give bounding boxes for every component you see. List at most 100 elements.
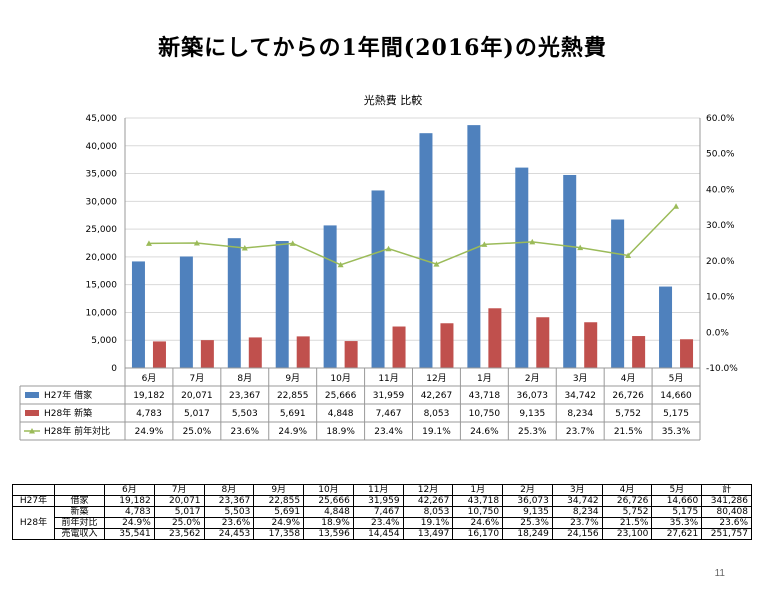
summary-cell: 8,053 (402, 506, 454, 518)
bar-h28 (344, 341, 358, 368)
bar-h28 (536, 317, 550, 368)
x-tick-label: 7月 (190, 373, 205, 384)
data-label: 24.6% (470, 427, 499, 437)
ratio-marker (577, 244, 584, 251)
summary-cell: 17,358 (253, 528, 305, 540)
data-label: 23.7% (566, 427, 595, 437)
y-tick-right: 10.0% (706, 293, 735, 303)
legend-key (29, 428, 35, 434)
data-label: 24.9% (278, 427, 307, 437)
x-tick-label: 12月 (426, 373, 446, 384)
data-label: 18.9% (326, 427, 355, 437)
summary-cell: 24.6% (452, 517, 504, 529)
summary-cell: 25.0% (153, 517, 205, 529)
y-tick-left: 20,000 (86, 253, 118, 263)
summary-cell: 20,071 (153, 495, 205, 507)
data-label: 5,691 (280, 409, 306, 419)
y-tick-left: 35,000 (86, 170, 118, 180)
summary-cell: 5,503 (203, 506, 255, 518)
bar-h27 (371, 190, 385, 368)
summary-cell: 23,367 (203, 495, 255, 507)
summary-row-label: 売電収入 (54, 528, 105, 540)
data-label: 4,783 (136, 409, 162, 419)
bar-h27 (131, 261, 145, 368)
y-tick-left: 15,000 (86, 281, 118, 291)
data-label: 8,234 (567, 409, 593, 419)
summary-row-ratio: 前年対比 24.9% 25.0% 23.6% 24.9% 18.9% 23.4%… (13, 517, 752, 529)
y-tick-right: 20.0% (706, 257, 735, 267)
data-label: 8,053 (424, 409, 450, 419)
summary-cell: 35,541 (104, 528, 155, 540)
legend-label: H27年 借家 (44, 389, 92, 401)
y-tick-left: 45,000 (86, 114, 118, 124)
summary-cell: 31,959 (352, 495, 404, 507)
summary-cell: 36,073 (502, 495, 553, 507)
y-tick-left: 5,000 (91, 336, 117, 346)
summary-row-sales: 売電収入 35,541 23,562 24,453 17,358 13,596 … (13, 528, 752, 540)
summary-header: 計 (701, 484, 752, 496)
data-label: 5,017 (184, 409, 210, 419)
summary-header: 5月 (651, 484, 703, 496)
x-tick-label: 11月 (378, 373, 398, 384)
summary-cell: 24.9% (253, 517, 305, 529)
data-label: 4,848 (328, 409, 354, 419)
data-label: 26,726 (612, 391, 644, 401)
page-number: 11 (714, 568, 725, 579)
data-label: 36,073 (517, 391, 549, 401)
y-tick-right: 40.0% (706, 185, 735, 195)
y-tick-left: 30,000 (86, 197, 118, 207)
bar-h28 (152, 341, 166, 368)
summary-cell: 80,408 (701, 506, 752, 518)
legend-key (25, 392, 39, 398)
summary-cell: 7,467 (352, 506, 404, 518)
ratio-marker (481, 241, 488, 247)
summary-cell: 25,666 (303, 495, 354, 507)
y-tick-right: 60.0% (706, 114, 735, 124)
summary-cell: 23.7% (551, 517, 603, 529)
summary-header: 6月 (104, 484, 155, 496)
summary-header: 8月 (203, 484, 255, 496)
data-label: 10,750 (469, 409, 501, 419)
bar-h28 (680, 339, 694, 368)
summary-cell: 18.9% (303, 517, 354, 529)
data-label: 21.5% (614, 427, 643, 437)
summary-row-h27: H27年 借家 19,182 20,071 23,367 22,855 25,6… (12, 495, 752, 507)
summary-cell: 16,170 (452, 528, 504, 540)
summary-cell: 27,621 (651, 528, 703, 540)
summary-cell: 4,783 (104, 506, 155, 518)
summary-cell: 24,453 (203, 528, 255, 540)
y-tick-right: 0.0% (706, 328, 729, 338)
legend-key (25, 410, 39, 416)
x-tick-label: 3月 (573, 373, 588, 384)
data-label: 5,175 (663, 409, 689, 419)
x-tick-label: 6月 (142, 373, 157, 384)
data-label: 25.3% (518, 427, 547, 437)
bar-h28 (248, 337, 262, 368)
summary-cell: 24,156 (551, 528, 603, 540)
data-label: 20,071 (181, 391, 213, 401)
summary-cell: 251,757 (701, 528, 752, 540)
bar-h28 (296, 336, 310, 368)
summary-cell: 23,100 (601, 528, 653, 540)
summary-cell: 4,848 (303, 506, 354, 518)
summary-cell: 34,742 (551, 495, 603, 507)
summary-header: 9月 (253, 484, 305, 496)
legend-label: H28年 新築 (44, 407, 92, 419)
bar-h28 (632, 336, 646, 368)
summary-cell: 13,497 (402, 528, 454, 540)
x-tick-label: 2月 (525, 373, 540, 384)
x-tick-label: 1月 (477, 373, 492, 384)
bar-h28 (392, 326, 406, 368)
bar-h27 (467, 125, 481, 368)
bar-h28 (488, 308, 502, 368)
data-label: 34,742 (564, 391, 596, 401)
data-label: 35.3% (662, 427, 691, 437)
summary-cell: 5,017 (153, 506, 205, 518)
summary-header: 10月 (303, 484, 354, 496)
y-tick-right: -10.0% (706, 364, 738, 374)
legend-label: H28年 前年対比 (44, 425, 110, 437)
y-tick-left: 0 (111, 364, 117, 374)
summary-cell: 23.4% (352, 517, 404, 529)
data-label: 9,135 (519, 409, 545, 419)
bar-h27 (419, 133, 433, 368)
